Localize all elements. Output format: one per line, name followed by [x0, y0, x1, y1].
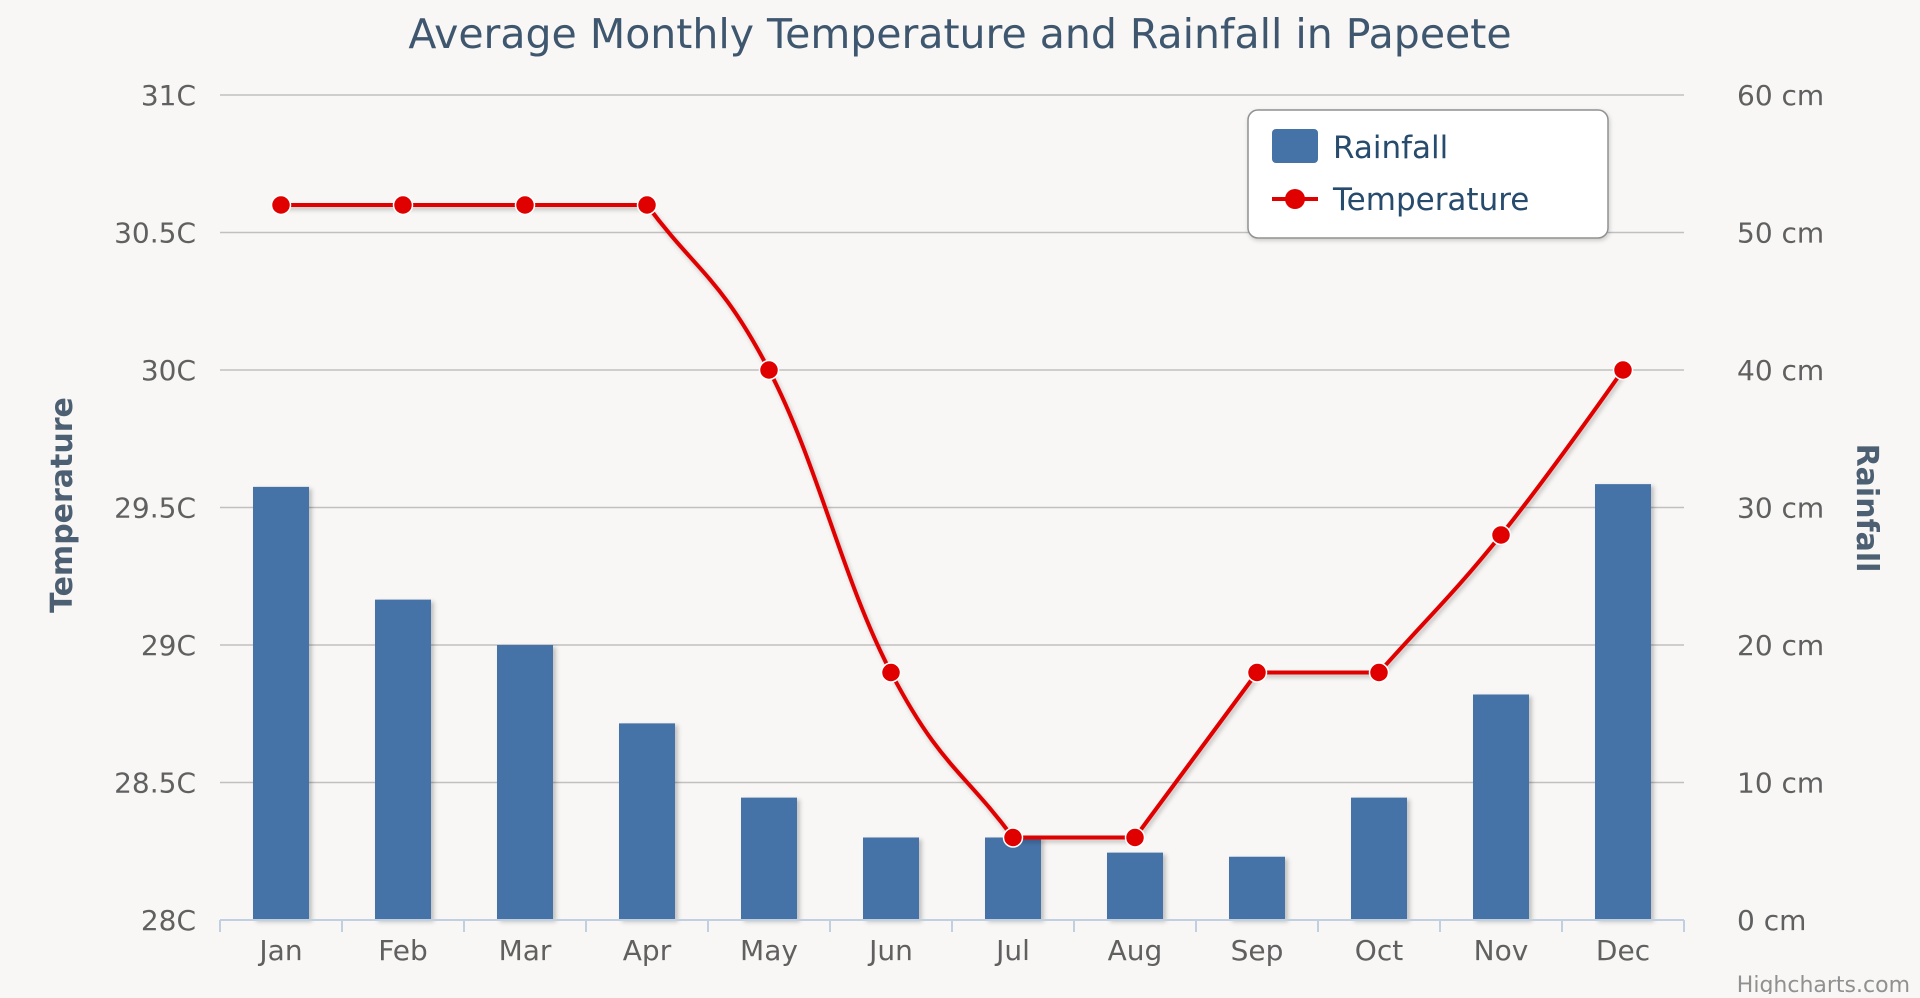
- right-axis-title: Rainfall: [1849, 444, 1884, 573]
- left-axis-tick-label: 28.5C: [114, 767, 196, 800]
- rainfall-bar-apr: [619, 723, 675, 920]
- temperature-line: [279, 202, 1625, 840]
- legend-item-rainfall[interactable]: Rainfall: [1272, 129, 1448, 166]
- right-axis-tick-label: 60 cm: [1737, 79, 1824, 112]
- temperature-point-jan: [270, 194, 292, 216]
- temperature-point-oct: [1368, 662, 1390, 683]
- rainfall-bar-jun: [863, 837, 919, 920]
- temperature-point-apr: [636, 194, 658, 216]
- x-axis-label-nov: Nov: [1474, 934, 1529, 967]
- x-axis-label-jun: Jun: [867, 934, 913, 967]
- x-axis-label-aug: Aug: [1108, 934, 1163, 967]
- temperature-point-feb: [392, 194, 414, 216]
- x-axis-label-feb: Feb: [378, 934, 428, 967]
- left-axis-tick-label: 31C: [141, 79, 196, 112]
- rainfall-bar-may: [741, 797, 797, 920]
- left-axis-tick-label: 29C: [141, 629, 196, 662]
- right-axis-tick-label: 40 cm: [1737, 354, 1824, 387]
- right-axis-tick-label: 50 cm: [1737, 217, 1824, 250]
- temperature-point-jul: [1002, 827, 1024, 848]
- rainfall-bar-sep: [1229, 856, 1285, 920]
- temperature-point-dec: [1612, 359, 1634, 381]
- left-axis-ticks: 28C 28.5C 29C 29.5C 30C 30.5C 31C: [114, 79, 196, 937]
- rainfall-bar-nov: [1473, 694, 1529, 920]
- right-axis-tick-label: 30 cm: [1737, 492, 1824, 525]
- x-axis-label-mar: Mar: [499, 934, 552, 967]
- rainfall-bar-jan: [253, 486, 309, 920]
- rainfall-legend-symbol: [1272, 129, 1318, 163]
- x-axis-label-jan: Jan: [257, 934, 302, 967]
- chart-title: Average Monthly Temperature and Rainfall…: [408, 10, 1511, 58]
- legend-label-temperature: Temperature: [1332, 182, 1529, 218]
- left-axis-title: Temperature: [45, 397, 80, 613]
- rainfall-bar-oct: [1351, 797, 1407, 920]
- temperature-point-mar: [514, 194, 536, 216]
- rainfall-bar-aug: [1107, 852, 1163, 920]
- rainfall-bars: [253, 484, 1651, 920]
- left-axis-tick-label: 28C: [141, 904, 196, 937]
- temperature-point-aug: [1124, 827, 1146, 848]
- highcharts-credit[interactable]: Highcharts.com: [1737, 973, 1910, 998]
- left-axis-tick-label: 29.5C: [114, 492, 196, 525]
- temperature-point-sep: [1246, 662, 1268, 683]
- rainfall-bar-mar: [497, 645, 553, 920]
- x-axis-ticks: Jan Feb Mar Apr May Jun Jul Aug Sep Oct Nov Dec: [219, 920, 1685, 967]
- x-axis-label-may: May: [740, 934, 798, 967]
- temperature-point-jun: [880, 662, 902, 683]
- legend: Rainfall Temperature: [1247, 109, 1609, 239]
- x-axis-label-oct: Oct: [1355, 934, 1403, 967]
- temperature-point-may: [758, 359, 780, 381]
- legend-box: [1247, 109, 1609, 239]
- right-axis-ticks: 0 cm 10 cm 20 cm 30 cm 40 cm 50 cm 60 cm: [1737, 79, 1824, 937]
- legend-item-temperature[interactable]: Temperature: [1272, 182, 1529, 218]
- x-axis-label-dec: Dec: [1596, 934, 1650, 967]
- rainfall-bar-dec: [1595, 484, 1651, 920]
- rainfall-bar-feb: [375, 599, 431, 920]
- rainfall-bar-jul: [985, 837, 1041, 920]
- x-axis-label-jul: Jul: [994, 934, 1030, 967]
- left-axis-tick-label: 30C: [141, 354, 196, 387]
- temperature-line-series: [270, 194, 1634, 848]
- right-axis-tick-label: 0 cm: [1737, 904, 1806, 937]
- temperature-legend-marker: [1285, 189, 1305, 209]
- right-axis-tick-label: 20 cm: [1737, 629, 1824, 662]
- right-axis-tick-label: 10 cm: [1737, 767, 1824, 800]
- legend-label-rainfall: Rainfall: [1333, 130, 1448, 166]
- x-axis-label-sep: Sep: [1231, 934, 1284, 967]
- left-axis-tick-label: 30.5C: [114, 217, 196, 250]
- temperature-point-nov: [1490, 524, 1512, 546]
- x-axis-label-apr: Apr: [623, 934, 672, 967]
- gridlines: [220, 94, 1684, 784]
